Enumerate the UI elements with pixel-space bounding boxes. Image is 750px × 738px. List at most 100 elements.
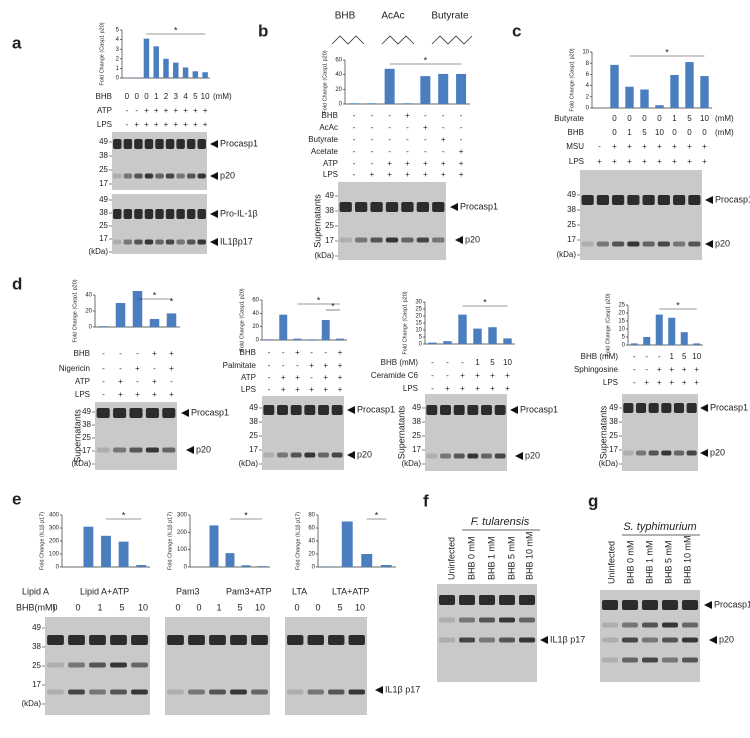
- marker-label: 49: [99, 137, 108, 146]
- row-cell: +: [154, 106, 159, 115]
- blot-band: [68, 689, 85, 695]
- band-arrow: [450, 203, 458, 211]
- panel-letter: g: [588, 491, 598, 510]
- marker-label: 17: [82, 446, 91, 455]
- y-tick-label: 20: [308, 552, 315, 558]
- row-cell: +: [505, 384, 510, 393]
- band-arrow: [186, 446, 194, 454]
- blot-band: [688, 195, 701, 205]
- row-cell: -: [431, 371, 434, 380]
- row-cell: +: [459, 170, 464, 179]
- row-cell: +: [490, 384, 495, 393]
- bar: [166, 313, 177, 327]
- row-cell: +: [657, 365, 662, 374]
- row-cell: -: [353, 170, 356, 179]
- row-cell: +: [459, 147, 464, 156]
- y-axis-label: Fold Change (Casp1 p20): [322, 50, 328, 113]
- blot-band: [682, 600, 698, 610]
- blot-band: [155, 209, 164, 219]
- blot-band: [331, 452, 343, 458]
- blot-band: [479, 617, 495, 623]
- y-tick-label: 1: [116, 66, 120, 72]
- band-label: p20: [710, 447, 725, 457]
- row-cell: -: [310, 348, 313, 357]
- row-cell: 1: [475, 358, 480, 367]
- row-label: LPS: [97, 120, 112, 129]
- blot-band: [155, 239, 164, 245]
- bar: [136, 565, 147, 567]
- row-cell: +: [144, 120, 149, 129]
- y-tick-label: 20: [415, 314, 422, 320]
- blot-band: [144, 209, 154, 219]
- row-cell: -: [388, 135, 391, 144]
- row-cell: +: [323, 385, 328, 394]
- band-label: p20: [719, 634, 734, 644]
- row-label: Ceramide C6: [371, 371, 419, 380]
- row-cell: 0: [672, 128, 677, 137]
- significance-star: *: [483, 297, 487, 307]
- blot-band: [145, 447, 159, 453]
- row-cell: +: [423, 170, 428, 179]
- row-cell: +: [644, 378, 649, 387]
- marker-label: 38: [412, 417, 421, 426]
- blot-band: [277, 405, 288, 415]
- blot-band: [47, 662, 64, 668]
- blot: [622, 394, 698, 471]
- blot-band: [622, 637, 638, 643]
- blot-band: [627, 241, 640, 247]
- blot-band: [129, 447, 143, 453]
- bar: [322, 566, 334, 567]
- blot-band: [186, 239, 196, 245]
- row-cell: +: [672, 142, 677, 151]
- blot-band: [318, 405, 329, 415]
- blot-band: [251, 689, 268, 695]
- molecule-bhb: [331, 35, 365, 45]
- row-cell: -: [645, 352, 648, 361]
- dose-label: 5: [119, 602, 124, 612]
- y-tick-label: 10: [582, 50, 589, 56]
- row-cell: 3: [174, 92, 179, 101]
- blot-band: [123, 209, 133, 219]
- row-label: BHB: [74, 349, 90, 358]
- row-cell: 0: [687, 128, 692, 137]
- marker-label: 25: [609, 431, 618, 440]
- blot-band: [328, 689, 345, 695]
- row-cell: -: [135, 106, 138, 115]
- row-cell: 5: [687, 114, 692, 123]
- marker-label: 25: [32, 661, 41, 670]
- blot-band: [197, 209, 206, 219]
- row-cell: +: [669, 378, 674, 387]
- blot-band: [113, 209, 122, 219]
- molecule-butyrate: [431, 35, 473, 45]
- bar: [182, 67, 189, 78]
- row-cell: +: [135, 364, 140, 373]
- row-label: ATP: [75, 377, 90, 386]
- row-cell: +: [203, 106, 208, 115]
- row-cell: -: [170, 377, 173, 386]
- row-cell: +: [193, 106, 198, 115]
- row-label: BHB: [568, 128, 584, 137]
- marker-label: 17: [99, 234, 108, 243]
- y-tick-label: 6: [586, 72, 590, 78]
- blot: [262, 396, 344, 470]
- dose-label: 0: [52, 602, 57, 612]
- row-cell: -: [460, 123, 463, 132]
- blot-band: [479, 637, 495, 643]
- blot-band: [602, 637, 618, 643]
- row-cell: -: [633, 378, 636, 387]
- marker-label: 17: [609, 445, 618, 454]
- blot-band: [459, 595, 475, 605]
- row-cell: 5: [642, 128, 647, 137]
- blot-band: [123, 173, 133, 179]
- row-cell: 2: [164, 92, 169, 101]
- blot-band: [682, 637, 698, 643]
- panel-letter: d: [12, 274, 22, 293]
- bar: [670, 74, 679, 108]
- bar: [625, 86, 634, 108]
- band-arrow: [540, 636, 548, 644]
- y-axis-label: Fold Change (Casp1 p20): [402, 291, 408, 354]
- blot-band: [627, 195, 640, 205]
- row-label: LPS: [603, 378, 618, 387]
- row-unit: (mM): [213, 92, 232, 101]
- band-arrow: [210, 210, 218, 218]
